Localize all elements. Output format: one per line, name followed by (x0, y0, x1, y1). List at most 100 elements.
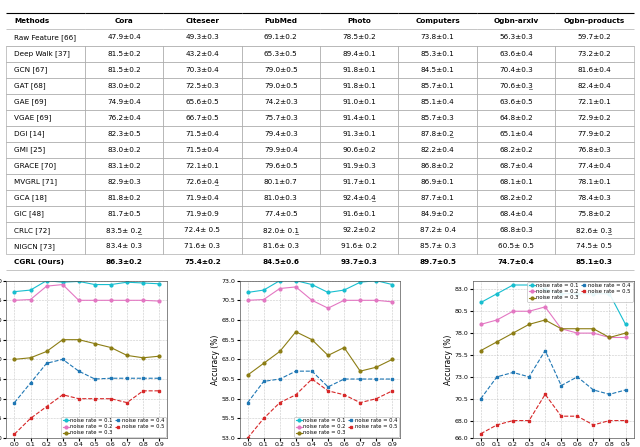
noise rate = 0.2 (509, 308, 517, 314)
noise rate = 0.2 (589, 330, 597, 336)
noise rate = 0.2 (140, 298, 147, 303)
noise rate = 0.4 (123, 375, 131, 381)
noise rate = 0.1 (59, 279, 67, 285)
noise rate = 0.2 (356, 298, 364, 303)
noise rate = 0.2 (59, 282, 67, 287)
noise rate = 0.5 (140, 388, 147, 393)
noise rate = 0.3 (107, 345, 115, 350)
noise rate = 0.1 (276, 278, 284, 283)
noise rate = 0.1 (541, 287, 549, 292)
noise rate = 0.5 (308, 376, 316, 382)
noise rate = 0.2 (276, 286, 284, 291)
noise rate = 0.5 (260, 416, 268, 421)
noise rate = 0.3 (573, 326, 581, 331)
noise rate = 0.2 (43, 283, 51, 289)
noise rate = 0.1 (340, 287, 348, 293)
noise rate = 0.5 (605, 418, 613, 423)
noise rate = 0.1 (75, 279, 83, 284)
noise rate = 0.4 (605, 392, 613, 397)
noise rate = 0.1 (605, 291, 613, 296)
noise rate = 0.1 (123, 279, 131, 285)
noise rate = 0.3 (557, 326, 565, 331)
noise rate = 0.4 (27, 380, 35, 386)
Line: noise rate = 0.5: noise rate = 0.5 (246, 378, 394, 439)
noise rate = 0.5 (557, 413, 565, 419)
noise rate = 0.2 (557, 326, 565, 331)
noise rate = 0.5 (541, 392, 549, 397)
noise rate = 0.3 (27, 355, 35, 360)
noise rate = 0.2 (91, 298, 99, 303)
noise rate = 0.1 (557, 291, 565, 296)
noise rate = 0.4 (557, 383, 565, 388)
noise rate = 0.2 (477, 322, 484, 327)
noise rate = 0.4 (276, 376, 284, 382)
noise rate = 0.5 (493, 422, 500, 428)
Legend: noise rate = 0.1, noise rate = 0.2, noise rate = 0.3, noise rate = 0.4, noise ra: noise rate = 0.1, noise rate = 0.2, nois… (527, 282, 632, 302)
noise rate = 0.4 (244, 400, 252, 405)
noise rate = 0.4 (340, 376, 348, 382)
noise rate = 0.5 (340, 392, 348, 397)
noise rate = 0.3 (292, 329, 300, 334)
Legend: noise rate = 0.1, noise rate = 0.2, noise rate = 0.3, noise rate = 0.4, noise ra: noise rate = 0.1, noise rate = 0.2, nois… (294, 417, 399, 437)
Line: noise rate = 0.4: noise rate = 0.4 (479, 349, 627, 400)
noise rate = 0.1 (356, 279, 364, 285)
noise rate = 0.5 (388, 388, 396, 393)
noise rate = 0.4 (260, 379, 268, 384)
noise rate = 0.5 (244, 435, 252, 441)
noise rate = 0.3 (11, 357, 19, 362)
noise rate = 0.3 (605, 335, 613, 340)
noise rate = 0.1 (388, 282, 396, 287)
noise rate = 0.4 (509, 370, 517, 375)
noise rate = 0.1 (477, 300, 484, 305)
noise rate = 0.5 (59, 392, 67, 397)
noise rate = 0.5 (75, 396, 83, 401)
noise rate = 0.3 (324, 353, 332, 358)
noise rate = 0.5 (276, 400, 284, 405)
Line: noise rate = 0.2: noise rate = 0.2 (246, 286, 394, 310)
noise rate = 0.2 (308, 298, 316, 303)
noise rate = 0.3 (75, 337, 83, 342)
noise rate = 0.5 (156, 388, 163, 393)
Line: noise rate = 0.3: noise rate = 0.3 (479, 319, 627, 352)
noise rate = 0.4 (292, 368, 300, 374)
Legend: noise rate = 0.1, noise rate = 0.2, noise rate = 0.3, noise rate = 0.4, noise ra: noise rate = 0.1, noise rate = 0.2, nois… (61, 417, 166, 437)
noise rate = 0.2 (388, 299, 396, 304)
noise rate = 0.4 (156, 375, 163, 381)
Line: noise rate = 0.2: noise rate = 0.2 (13, 283, 161, 303)
noise rate = 0.2 (292, 284, 300, 290)
noise rate = 0.4 (621, 387, 629, 392)
noise rate = 0.2 (621, 335, 629, 340)
noise rate = 0.1 (11, 289, 19, 294)
noise rate = 0.3 (525, 322, 533, 327)
noise rate = 0.3 (493, 339, 500, 345)
noise rate = 0.3 (123, 353, 131, 358)
noise rate = 0.1 (525, 283, 533, 288)
noise rate = 0.4 (493, 374, 500, 380)
noise rate = 0.1 (589, 291, 597, 296)
noise rate = 0.5 (27, 416, 35, 421)
noise rate = 0.1 (244, 290, 252, 295)
noise rate = 0.1 (27, 287, 35, 293)
Line: noise rate = 0.1: noise rate = 0.1 (479, 283, 627, 326)
noise rate = 0.5 (589, 422, 597, 428)
noise rate = 0.4 (589, 387, 597, 392)
noise rate = 0.2 (525, 308, 533, 314)
noise rate = 0.4 (477, 396, 484, 401)
noise rate = 0.2 (541, 304, 549, 310)
noise rate = 0.3 (308, 337, 316, 342)
noise rate = 0.2 (573, 330, 581, 336)
noise rate = 0.5 (91, 396, 99, 401)
Line: noise rate = 0.5: noise rate = 0.5 (479, 393, 627, 435)
noise rate = 0.4 (140, 375, 147, 381)
noise rate = 0.2 (372, 298, 380, 303)
noise rate = 0.5 (509, 418, 517, 423)
noise rate = 0.4 (525, 374, 533, 380)
noise rate = 0.5 (525, 418, 533, 423)
noise rate = 0.2 (324, 305, 332, 311)
noise rate = 0.3 (589, 326, 597, 331)
noise rate = 0.1 (91, 282, 99, 287)
noise rate = 0.3 (509, 330, 517, 336)
Line: noise rate = 0.3: noise rate = 0.3 (246, 330, 394, 376)
Y-axis label: Accuracy (%): Accuracy (%) (444, 334, 453, 384)
noise rate = 0.3 (541, 317, 549, 323)
